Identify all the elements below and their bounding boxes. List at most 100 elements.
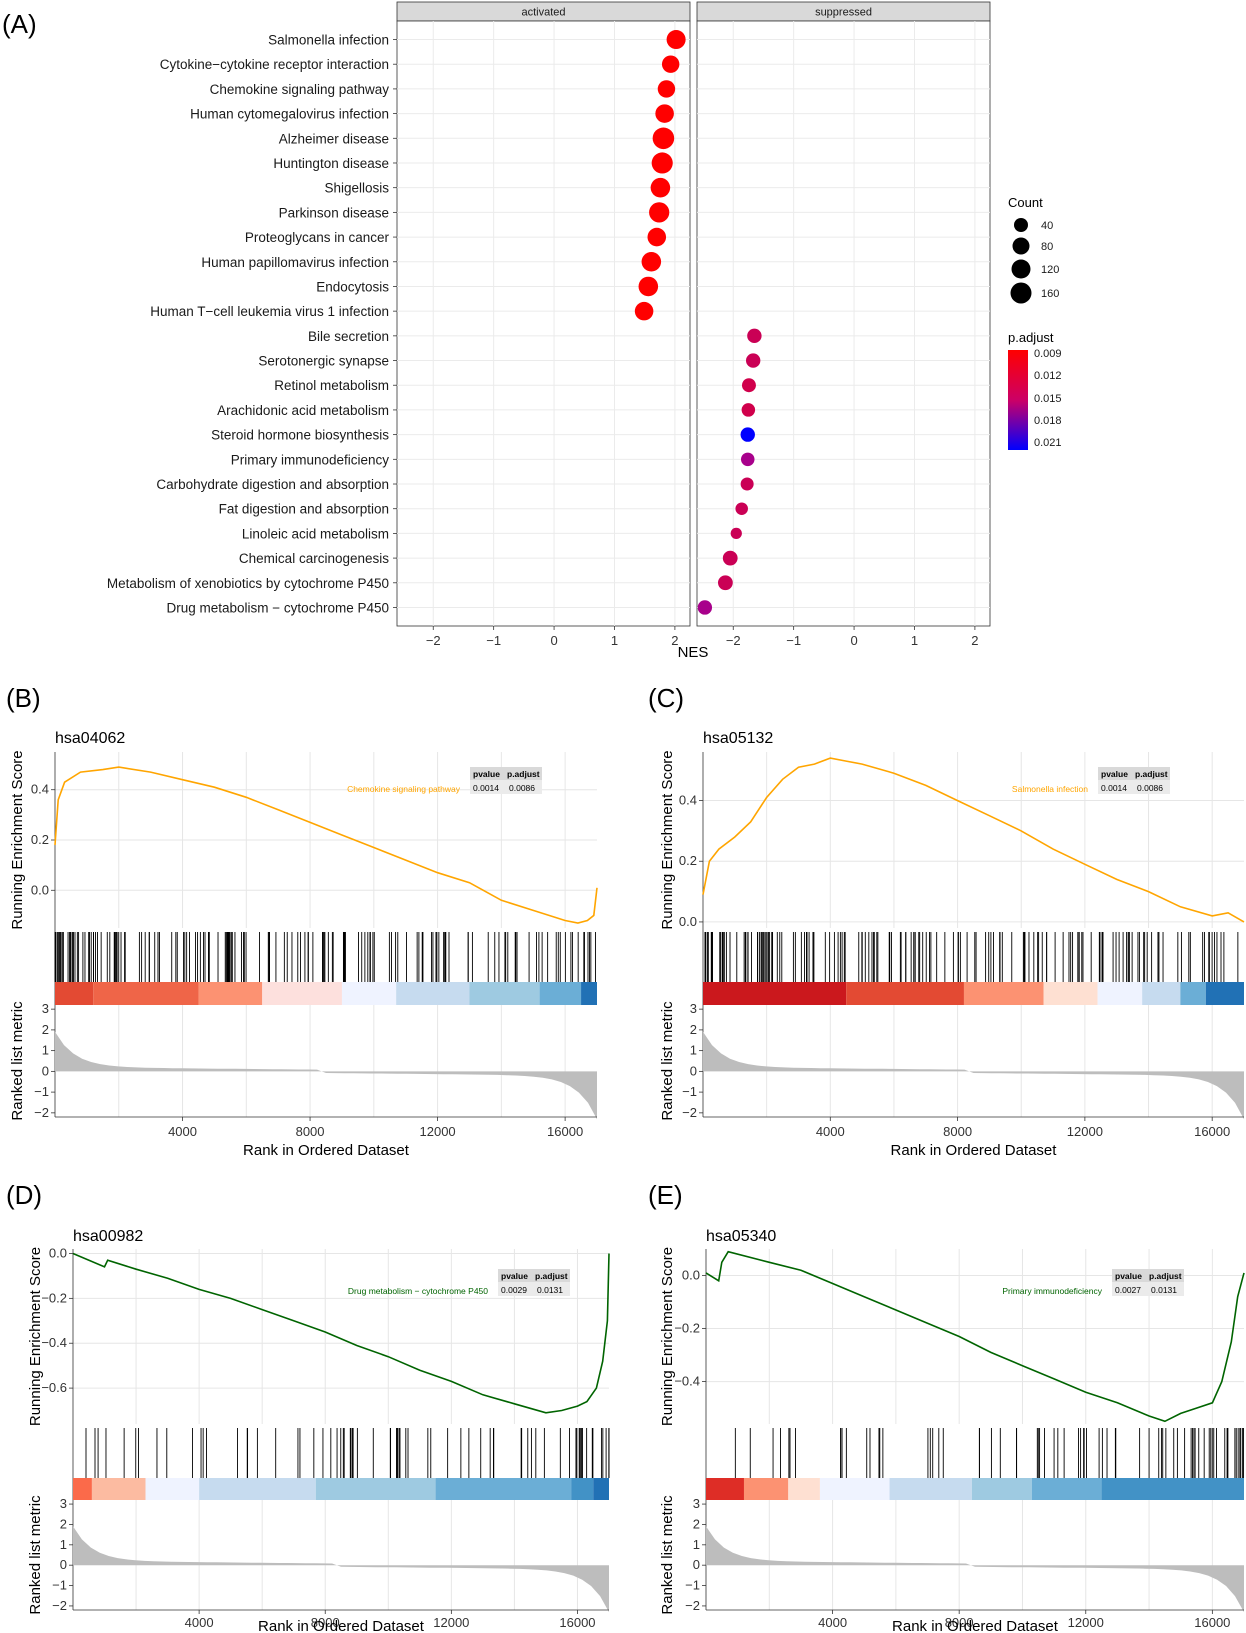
legend-count-label-80: 80 (1041, 241, 1053, 253)
pathway-label-carbohydrate-digestion-and-absorption: Carbohydrate digestion and absorption (156, 477, 389, 492)
table-value-padjust: 0.0086 (509, 783, 535, 793)
facet-panel-activated (396, 20, 691, 627)
x-tick-label: 0 (550, 633, 557, 648)
strip-segment (199, 1478, 316, 1500)
x-tick-label: 2 (971, 633, 978, 648)
es-y-tick-label: 0.0 (679, 914, 697, 929)
pathway-label-endocytosis: Endocytosis (316, 279, 389, 294)
strip-segment (1142, 982, 1181, 1005)
strip-segment (55, 982, 94, 1005)
es-y-tick-label: 0.0 (31, 882, 49, 897)
strip-segment (819, 1478, 890, 1500)
strip-segment (145, 1478, 200, 1500)
table-value-cell (1146, 1282, 1184, 1296)
point-chemokine-signaling-pathway (657, 80, 676, 98)
point-steroid-hormone-biosynthesis (740, 427, 755, 442)
gene-set-description: Chemokine signaling pathway (347, 784, 461, 794)
pathway-label-chemokine-signaling-pathway: Chemokine signaling pathway (210, 82, 390, 97)
point-endocytosis (638, 276, 659, 297)
panel-a-label: (A) (2, 9, 37, 39)
strip-segment (889, 1478, 972, 1500)
point-arachidonic-acid-metabolism (741, 403, 756, 417)
strip-segment (846, 982, 964, 1005)
x-tick-label: 16000 (1194, 1124, 1230, 1139)
legend-count-dot-160 (1010, 282, 1032, 304)
metric-y-tick-label: 1 (42, 1043, 49, 1058)
panel-letter: (D) (6, 1180, 42, 1210)
es-curve (705, 1250, 1245, 1423)
metric-y-tick-label: 0 (690, 1063, 697, 1078)
x-tick-label: 12000 (433, 1615, 469, 1630)
point-serotonergic-synapse (745, 353, 761, 368)
table-value-pvalue: 0.0014 (1101, 783, 1127, 793)
facet-label-activated: activated (521, 7, 565, 19)
table-value-cell (1132, 780, 1170, 794)
x-tick-label: 2 (671, 633, 678, 648)
panel-a-pathway-labels: Salmonella infection Cytokine−cytokine re… (107, 33, 397, 615)
strip-segment (593, 1478, 609, 1500)
rank-color-strip (703, 982, 1244, 1005)
x-tick-label: 16000 (559, 1615, 595, 1630)
metric-y-tick-label: −2 (685, 1598, 700, 1613)
strip-segment (1205, 982, 1244, 1005)
point-shigellosis (650, 177, 671, 198)
table-header-pvalue: pvalue (1101, 769, 1128, 779)
legend-count-label-160: 160 (1041, 288, 1059, 300)
metric-y-tick-label: 0 (42, 1063, 49, 1078)
legend-padj-colorbar (1008, 350, 1028, 450)
x-tick-label: −1 (486, 633, 501, 648)
metric-y-tick-label: −2 (34, 1105, 49, 1120)
point-retinol-metabolism (741, 378, 756, 393)
table-value-cell (498, 1282, 532, 1296)
x-axis-title: Rank in Ordered Dataset (243, 1142, 410, 1159)
table-value-pvalue: 0.0027 (1115, 1285, 1141, 1295)
ranked-metric-area (703, 1031, 1244, 1120)
legend-count-dot-40 (1014, 218, 1028, 232)
metric-y-tick-label: −2 (682, 1105, 697, 1120)
hit-marks (704, 932, 1239, 982)
x-tick-label: 8000 (943, 1124, 972, 1139)
hit-marks (54, 932, 596, 982)
metric-y-tick-label: 1 (690, 1043, 697, 1058)
x-axis-title: Rank in Ordered Dataset (891, 1142, 1058, 1159)
metric-y-tick-label: −2 (52, 1598, 67, 1613)
x-tick-label: −2 (426, 633, 441, 648)
panel-letter: (C) (648, 683, 684, 713)
panel-a-points (634, 30, 762, 615)
point-human-papillomavirus-infection (641, 251, 662, 272)
x-tick-label: 8000 (311, 1615, 340, 1630)
metric-y-tick-label: 2 (693, 1516, 700, 1531)
x-tick-label: 12000 (1068, 1615, 1104, 1630)
legend-count: Count 40 80 120 160 (1008, 195, 1059, 304)
panel-letter: (E) (648, 1180, 683, 1210)
legend-padj: p.adjust 0.009 0.012 0.015 0.018 0.021 (1008, 330, 1062, 450)
hit-marks (734, 1428, 1244, 1478)
table-value-cell (470, 780, 504, 794)
table-header-cell (1146, 1269, 1184, 1282)
strip-segment (1031, 1478, 1102, 1500)
table-value-cell (504, 780, 542, 794)
rank-color-strip (73, 1478, 609, 1500)
pathway-label-retinol-metabolism: Retinol metabolism (274, 378, 389, 393)
es-y-tick-label: 0.0 (49, 1245, 67, 1260)
point-metabolism-of-xenobiotics-by-cytochrome-p450 (718, 575, 733, 591)
ranked-metric-area (55, 1031, 597, 1120)
legend-count-title: Count (1008, 195, 1043, 210)
pathway-label-linoleic-acid-metabolism: Linoleic acid metabolism (242, 526, 389, 541)
es-y-tick-label: 0.2 (31, 832, 49, 847)
point-salmonella-infection (666, 30, 686, 50)
pathway-label-fat-digestion-and-absorption: Fat digestion and absorption (219, 502, 389, 517)
pathway-label-arachidonic-acid-metabolism: Arachidonic acid metabolism (217, 403, 389, 418)
pathway-label-human-cytomegalovirus-infection: Human cytomegalovirus infection (190, 107, 389, 122)
table-header-pvalue: pvalue (1115, 1271, 1142, 1281)
x-axis-title: Rank in Ordered Dataset (892, 1618, 1059, 1633)
pathway-label-huntington-disease: Huntington disease (273, 156, 389, 171)
legend-padj-label-4: 0.021 (1034, 437, 1062, 449)
table-value-padjust: 0.0086 (1137, 783, 1163, 793)
es-curve (702, 757, 1245, 923)
point-alzheimer-disease (652, 127, 675, 150)
panel-letter: (B) (6, 683, 41, 713)
point-linoleic-acid-metabolism (730, 527, 742, 540)
pathway-label-steroid-hormone-biosynthesis: Steroid hormone biosynthesis (211, 428, 389, 443)
